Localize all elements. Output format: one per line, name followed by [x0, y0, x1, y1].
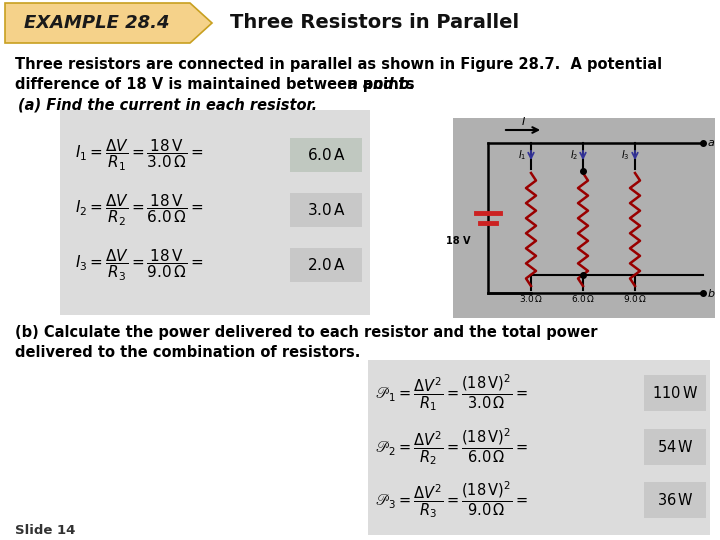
Text: $\mathscr{P}_2 = \dfrac{\Delta V^2}{R_2} = \dfrac{(18\,\mathrm{V})^2}{6.0\,\Omeg: $\mathscr{P}_2 = \dfrac{\Delta V^2}{R_2}… [375, 427, 528, 468]
Text: Three resistors are connected in parallel as shown in Figure 28.7.  A potential: Three resistors are connected in paralle… [15, 57, 662, 72]
Text: Slide 14: Slide 14 [15, 524, 76, 537]
Text: $3.0\,\Omega$: $3.0\,\Omega$ [519, 293, 543, 304]
FancyBboxPatch shape [290, 193, 362, 227]
Text: $I$: $I$ [521, 115, 526, 127]
Text: $6.0\,\Omega$: $6.0\,\Omega$ [571, 293, 595, 304]
Polygon shape [5, 3, 212, 43]
Text: $I_1 = \dfrac{\Delta V}{R_1} = \dfrac{18\,\mathrm{V}}{3.0\,\Omega} = $: $I_1 = \dfrac{\Delta V}{R_1} = \dfrac{18… [75, 137, 203, 173]
Text: $\mathscr{P}_3 = \dfrac{\Delta V^2}{R_3} = \dfrac{(18\,\mathrm{V})^2}{9.0\,\Omeg: $\mathscr{P}_3 = \dfrac{\Delta V^2}{R_3}… [375, 480, 528, 521]
Text: $110\,\mathrm{W}$: $110\,\mathrm{W}$ [652, 385, 698, 401]
Text: $54\,\mathrm{W}$: $54\,\mathrm{W}$ [657, 439, 693, 455]
FancyBboxPatch shape [60, 110, 370, 315]
Text: $b$: $b$ [707, 287, 716, 299]
Text: $I_3$: $I_3$ [621, 148, 630, 163]
Text: (a) Find the current in each resistor.: (a) Find the current in each resistor. [18, 98, 317, 113]
FancyBboxPatch shape [644, 375, 706, 411]
FancyBboxPatch shape [368, 360, 710, 535]
Text: $I_2 = \dfrac{\Delta V}{R_2} = \dfrac{18\,\mathrm{V}}{6.0\,\Omega} = $: $I_2 = \dfrac{\Delta V}{R_2} = \dfrac{18… [75, 192, 203, 228]
FancyBboxPatch shape [453, 118, 715, 318]
FancyBboxPatch shape [644, 429, 706, 465]
FancyBboxPatch shape [644, 482, 706, 518]
Text: $a$: $a$ [707, 138, 715, 148]
Text: $I_1$: $I_1$ [518, 148, 526, 163]
Text: a and b.: a and b. [348, 77, 415, 92]
Text: EXAMPLE 28.4: EXAMPLE 28.4 [24, 14, 170, 32]
Text: (b) Calculate the power delivered to each resistor and the total power: (b) Calculate the power delivered to eac… [15, 325, 598, 340]
Text: $I_2$: $I_2$ [570, 148, 578, 163]
Text: 18 V: 18 V [446, 236, 470, 246]
Text: difference of 18 V is maintained between points: difference of 18 V is maintained between… [15, 77, 420, 92]
Text: $2.0\,\mathrm{A}$: $2.0\,\mathrm{A}$ [307, 257, 346, 273]
Text: $\mathscr{P}_1 = \dfrac{\Delta V^2}{R_1} = \dfrac{(18\,\mathrm{V})^2}{3.0\,\Omeg: $\mathscr{P}_1 = \dfrac{\Delta V^2}{R_1}… [375, 373, 528, 414]
FancyBboxPatch shape [290, 248, 362, 282]
Text: Three Resistors in Parallel: Three Resistors in Parallel [230, 14, 519, 32]
Text: $I_3 = \dfrac{\Delta V}{R_3} = \dfrac{18\,\mathrm{V}}{9.0\,\Omega} = $: $I_3 = \dfrac{\Delta V}{R_3} = \dfrac{18… [75, 247, 203, 283]
Text: $3.0\,\mathrm{A}$: $3.0\,\mathrm{A}$ [307, 202, 346, 218]
Text: delivered to the combination of resistors.: delivered to the combination of resistor… [15, 345, 361, 360]
FancyBboxPatch shape [290, 138, 362, 172]
Text: $36\,\mathrm{W}$: $36\,\mathrm{W}$ [657, 492, 693, 508]
Text: $6.0\,\mathrm{A}$: $6.0\,\mathrm{A}$ [307, 147, 346, 163]
Text: $9.0\,\Omega$: $9.0\,\Omega$ [623, 293, 647, 304]
